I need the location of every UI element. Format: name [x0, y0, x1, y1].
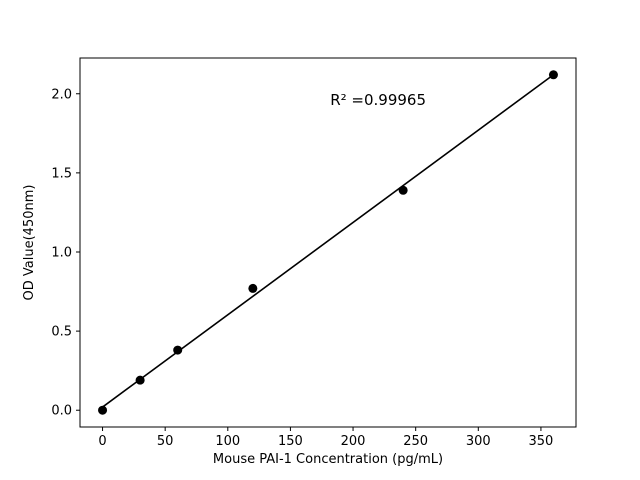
- y-tick-label: 1.5: [51, 166, 72, 181]
- data-point: [398, 185, 408, 195]
- x-tick-label: 250: [403, 434, 428, 449]
- x-tick-label: 100: [215, 434, 240, 449]
- x-tick-label: 200: [341, 434, 366, 449]
- r-squared-annotation: R² =0.99965: [330, 91, 426, 109]
- plot-spines: [79, 57, 577, 428]
- y-tick-label: 0.5: [51, 325, 72, 340]
- data-point: [548, 70, 558, 80]
- y-tick-label: 1.0: [51, 245, 72, 260]
- x-tick-label: 50: [157, 434, 174, 449]
- data-point: [248, 283, 258, 293]
- data-point: [98, 405, 108, 415]
- y-axis-label: OD Value(450nm): [22, 185, 37, 301]
- x-tick-label: 300: [466, 434, 491, 449]
- data-point: [135, 375, 145, 385]
- x-tick-label: 150: [278, 434, 303, 449]
- x-axis-label: Mouse PAI-1 Concentration (pg/mL): [213, 452, 443, 467]
- y-tick-label: 2.0: [51, 87, 72, 102]
- x-tick-label: 350: [529, 434, 554, 449]
- data-point: [173, 345, 183, 355]
- y-tick-label: 0.0: [51, 404, 72, 419]
- x-tick-label: 0: [98, 434, 106, 449]
